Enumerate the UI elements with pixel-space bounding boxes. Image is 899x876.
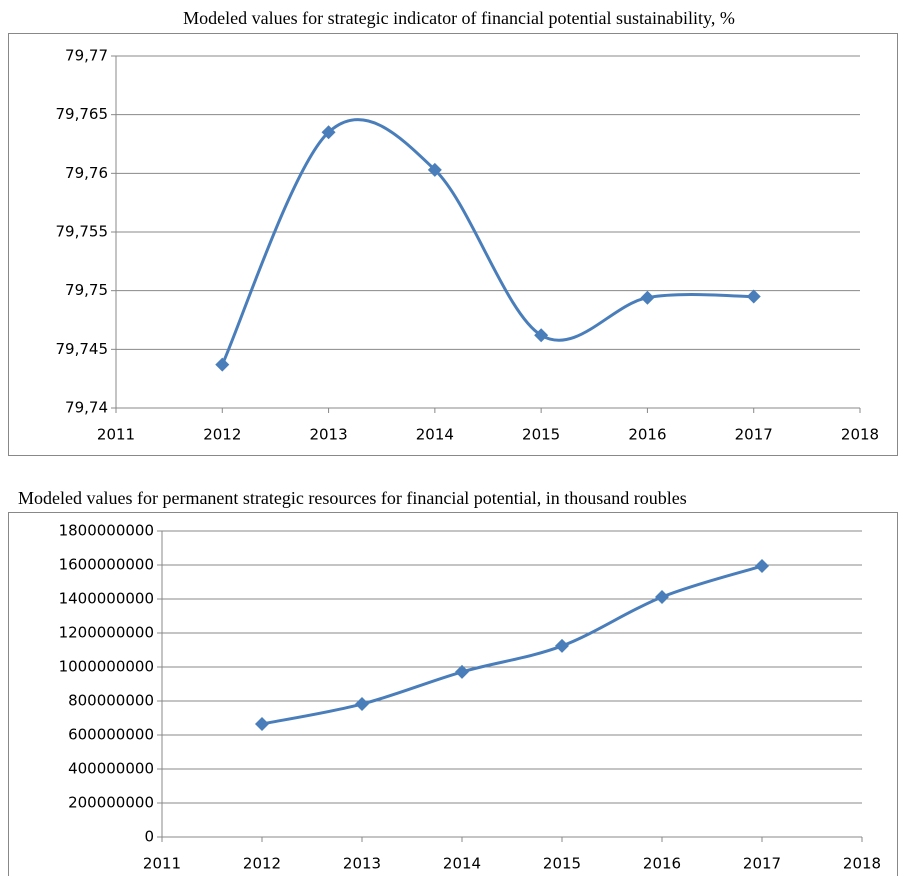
y-tick-label: 0 xyxy=(144,828,154,846)
y-tick-label: 1600000000 xyxy=(59,556,154,574)
marker xyxy=(755,559,769,574)
marker xyxy=(255,716,269,731)
chart-title: Modeled values for strategic indicator o… xyxy=(183,8,735,28)
y-tick-label: 800000000 xyxy=(68,692,154,710)
y-tick-label: 1200000000 xyxy=(59,624,154,642)
x-tick-label: 2015 xyxy=(543,855,581,873)
chart-title: Modeled values for permanent strategic r… xyxy=(18,488,687,508)
y-tick-label: 79,765 xyxy=(56,105,109,123)
x-tick-label: 2012 xyxy=(203,426,241,444)
marker xyxy=(534,328,549,343)
y-tick-label: 1400000000 xyxy=(59,590,154,608)
marker xyxy=(640,290,655,305)
x-tick-label: 2013 xyxy=(343,855,381,873)
series-line xyxy=(220,118,754,366)
x-tick-label: 2011 xyxy=(97,426,135,444)
marker xyxy=(655,589,669,604)
x-tick-label: 2017 xyxy=(735,426,773,444)
x-tick-label: 2017 xyxy=(743,855,781,873)
x-tick-label: 2018 xyxy=(843,855,881,873)
x-tick-label: 2014 xyxy=(416,426,454,444)
chart-frame xyxy=(8,33,898,456)
marker xyxy=(455,664,469,679)
y-tick-label: 79,745 xyxy=(56,340,109,358)
y-tick-label: 79,75 xyxy=(65,281,108,299)
marker xyxy=(321,125,336,140)
series-line xyxy=(261,564,763,726)
y-tick-label: 79,74 xyxy=(65,399,108,417)
marker xyxy=(355,697,369,712)
x-tick-label: 2018 xyxy=(841,426,879,444)
y-tick-label: 400000000 xyxy=(68,760,154,778)
chart-frame xyxy=(8,512,898,876)
y-tick-label: 200000000 xyxy=(68,794,154,812)
x-tick-label: 2013 xyxy=(309,426,347,444)
y-tick-label: 1000000000 xyxy=(59,658,154,676)
x-tick-label: 2016 xyxy=(643,855,681,873)
marker xyxy=(555,638,569,653)
y-tick-label: 79,76 xyxy=(65,164,108,182)
x-tick-label: 2016 xyxy=(628,426,666,444)
x-tick-label: 2011 xyxy=(143,855,181,873)
y-tick-label: 79,755 xyxy=(56,223,109,241)
y-tick-label: 600000000 xyxy=(68,726,154,744)
y-tick-label: 1800000000 xyxy=(59,522,154,540)
x-tick-label: 2014 xyxy=(443,855,481,873)
x-tick-label: 2015 xyxy=(522,426,560,444)
x-tick-label: 2012 xyxy=(243,855,281,873)
marker xyxy=(215,357,230,372)
marker xyxy=(427,162,442,177)
y-tick-label: 79,77 xyxy=(65,47,108,65)
marker xyxy=(746,289,761,304)
